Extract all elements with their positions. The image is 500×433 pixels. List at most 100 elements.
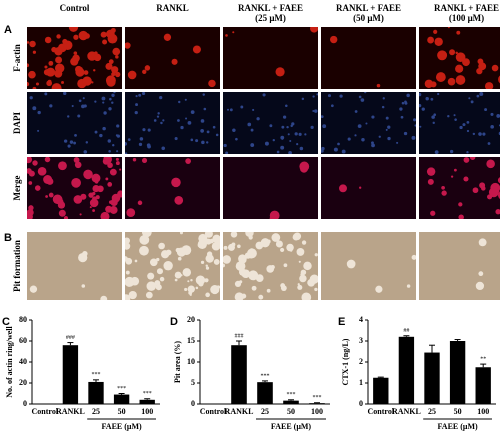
micrograph — [419, 157, 500, 219]
texture-dot — [78, 252, 88, 263]
texture-dot — [62, 38, 68, 45]
texture-dot — [312, 95, 315, 98]
texture-dot — [179, 232, 184, 235]
texture-dot — [406, 93, 410, 98]
texture-dot — [49, 104, 53, 108]
micrograph — [321, 92, 416, 154]
micrograph — [27, 232, 122, 300]
texture-dot — [79, 213, 82, 216]
texture-dot — [250, 128, 254, 132]
row-label: Pit formation — [12, 240, 22, 292]
texture-dot — [364, 92, 367, 94]
texture-dot — [147, 272, 155, 280]
texture-dot — [427, 178, 434, 185]
texture-dot — [99, 133, 103, 138]
texture-dot — [141, 92, 146, 96]
texture-dot — [52, 194, 63, 205]
texture-dot — [354, 110, 358, 113]
texture-dot — [490, 112, 494, 116]
texture-dot — [406, 284, 411, 288]
texture-dot — [43, 175, 53, 184]
texture-dot — [115, 55, 119, 59]
texture-dot — [484, 82, 494, 89]
significance-label: ### — [235, 333, 244, 339]
y-axis-label: No. of actin ring/well — [5, 325, 14, 397]
texture-dot — [478, 238, 487, 247]
texture-dot — [78, 67, 83, 72]
texture-dot — [94, 51, 98, 56]
y-tick-label: 20 — [19, 378, 27, 387]
y-tick-label: 40 — [19, 357, 27, 366]
texture-dot — [125, 294, 131, 300]
texture-dot — [310, 27, 318, 33]
texture-dot — [91, 173, 101, 183]
texture-dot — [486, 159, 495, 169]
texture-dot — [112, 47, 121, 56]
texture-dot — [107, 139, 112, 143]
micrograph-texture — [126, 157, 191, 218]
texture-dot — [298, 260, 301, 263]
texture-dot — [108, 150, 111, 153]
texture-dot — [424, 79, 434, 88]
bar — [88, 381, 104, 404]
texture-dot — [195, 139, 199, 143]
texture-dot — [277, 242, 283, 247]
texture-dot — [437, 50, 448, 61]
texture-dot — [333, 147, 338, 152]
texture-dot — [337, 142, 340, 146]
texture-dot — [312, 109, 315, 113]
x-tick-label: 25 — [261, 407, 269, 416]
texture-dot — [300, 269, 307, 276]
texture-dot — [162, 119, 165, 122]
texture-dot — [223, 143, 227, 148]
texture-dot — [232, 31, 235, 34]
texture-dot — [100, 31, 107, 38]
texture-dot — [450, 175, 454, 178]
texture-dot — [248, 270, 259, 281]
panel-letter: B — [4, 232, 12, 244]
texture-dot — [105, 75, 116, 86]
texture-dot — [463, 157, 470, 163]
column-header: RANKL + FAEE — [336, 3, 401, 13]
texture-dot — [83, 104, 87, 108]
micrograph-texture — [339, 184, 362, 193]
texture-dot — [496, 114, 500, 118]
micrograph-bg — [223, 27, 318, 89]
texture-dot — [247, 248, 257, 259]
texture-dot — [103, 111, 107, 115]
texture-dot — [371, 115, 375, 119]
texture-dot — [280, 145, 285, 150]
texture-dot — [74, 134, 77, 137]
micrograph — [321, 232, 416, 300]
texture-dot — [192, 45, 201, 54]
texture-dot — [111, 93, 115, 97]
texture-dot — [466, 121, 470, 124]
y-tick-label: 15 — [187, 336, 195, 345]
texture-dot — [77, 114, 81, 118]
texture-dot — [73, 141, 77, 145]
micrograph — [27, 27, 122, 89]
texture-dot — [125, 256, 128, 262]
micrograph-texture — [475, 238, 487, 291]
texture-dot — [291, 122, 295, 126]
texture-dot — [47, 79, 52, 84]
micrograph — [27, 92, 122, 154]
texture-dot — [400, 115, 404, 119]
texture-dot — [214, 236, 220, 244]
texture-dot — [35, 82, 40, 86]
texture-dot — [205, 292, 210, 298]
texture-dot — [310, 125, 314, 130]
texture-dot — [108, 107, 112, 111]
texture-dot — [455, 64, 464, 73]
texture-dot — [71, 178, 81, 188]
texture-dot — [321, 149, 324, 153]
texture-dot — [67, 144, 71, 148]
significance-label: *** — [287, 392, 296, 398]
texture-dot — [430, 210, 436, 216]
texture-dot — [135, 103, 138, 107]
micrograph-bg — [419, 157, 500, 219]
texture-dot — [455, 52, 466, 63]
texture-dot — [37, 166, 47, 176]
micrograph — [419, 232, 500, 300]
texture-dot — [276, 150, 280, 154]
